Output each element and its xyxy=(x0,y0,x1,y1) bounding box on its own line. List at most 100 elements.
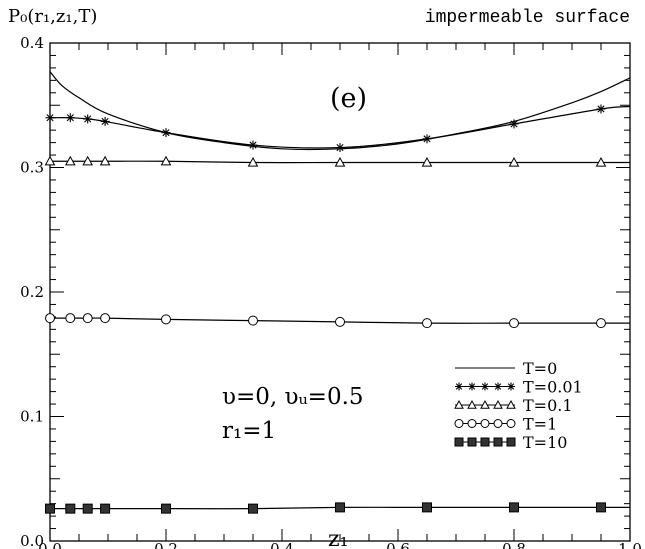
star-marker xyxy=(494,382,502,391)
triangle-marker xyxy=(421,156,433,167)
y-tick-label: 0.4 xyxy=(20,34,44,52)
star-stroke xyxy=(455,383,463,390)
circle-marker xyxy=(100,313,111,324)
y-tick-label: 0.0 xyxy=(20,532,44,549)
star-stroke xyxy=(494,383,502,390)
star-stroke xyxy=(597,105,605,113)
x-tick-label: 0.2 xyxy=(154,540,178,549)
star-marker xyxy=(45,113,55,123)
square-marker xyxy=(480,437,490,447)
triangle-marker xyxy=(44,155,56,166)
star-marker xyxy=(65,113,75,123)
triangle-marker xyxy=(508,156,520,167)
square-marker xyxy=(335,502,345,513)
series-line-t-0 xyxy=(49,71,631,151)
square-marker xyxy=(82,503,93,514)
parameter-annotation-line2: r₁=1 xyxy=(222,418,276,444)
star-stroke xyxy=(507,383,515,390)
legend-label-t-0-1: T=0.1 xyxy=(523,396,573,415)
star-stroke xyxy=(336,144,344,152)
circle-marker xyxy=(248,315,258,326)
parameter-annotation-line1: υ=0, υᵤ=0.5 xyxy=(222,384,364,410)
star-stroke xyxy=(468,383,476,390)
star-stroke xyxy=(510,120,518,128)
square-marker xyxy=(506,437,516,447)
plot-frame xyxy=(49,42,631,542)
square-marker xyxy=(161,503,171,514)
star-marker xyxy=(83,114,93,124)
triangle-marker xyxy=(506,399,516,409)
triangle-marker xyxy=(334,156,346,167)
triangle-marker xyxy=(454,399,464,409)
square-marker xyxy=(45,503,55,514)
legend-label-t-0-01: T=0.01 xyxy=(523,378,583,397)
square-marker xyxy=(100,503,111,514)
circle-marker xyxy=(82,313,93,324)
square-marker xyxy=(509,502,519,513)
y-tick-label: 0.1 xyxy=(20,408,44,426)
x-tick-label: 0.8 xyxy=(502,540,526,549)
star-stroke xyxy=(84,115,92,123)
square-marker xyxy=(248,503,258,514)
star-stroke xyxy=(249,141,257,149)
triangle-marker xyxy=(247,156,259,167)
legend-label-t-1: T=1 xyxy=(523,415,557,434)
circle-marker xyxy=(493,419,503,428)
triangle-marker xyxy=(99,155,111,166)
x-axis-label: z₁ xyxy=(328,527,348,549)
star-marker xyxy=(248,140,258,150)
square-marker xyxy=(596,502,606,513)
star-stroke xyxy=(101,117,109,126)
panel-label: (e) xyxy=(330,83,367,114)
star-stroke xyxy=(66,114,74,122)
circle-marker xyxy=(161,314,171,325)
circle-marker xyxy=(454,419,464,428)
y-tick-label: 0.3 xyxy=(20,159,44,177)
x-tick-label: 0.0 xyxy=(38,540,62,549)
square-marker xyxy=(422,502,432,513)
series-group xyxy=(44,71,631,514)
star-marker xyxy=(468,382,476,391)
star-marker xyxy=(596,104,606,114)
square-marker xyxy=(65,503,76,514)
x-tick-label: 0.6 xyxy=(386,540,410,549)
legend: T=0T=0.01T=0.1T=1T=10 xyxy=(454,359,583,452)
star-stroke xyxy=(481,383,489,390)
tick-labels: 0.0 0.2 0.4 0.6 0.8 1.0 0.0 0.1 0.2 0.3 0.4 xyxy=(20,34,642,549)
triangle-marker xyxy=(160,155,172,166)
legend-label-t-0: T=0 xyxy=(523,359,557,378)
triangle-marker xyxy=(64,155,76,166)
star-marker xyxy=(100,116,110,126)
circle-marker xyxy=(335,316,345,327)
star-marker xyxy=(161,128,171,138)
circle-marker xyxy=(506,419,516,428)
circle-marker xyxy=(596,318,606,329)
circle-marker xyxy=(45,313,55,324)
star-stroke xyxy=(162,129,170,137)
square-marker xyxy=(454,437,464,447)
circle-marker xyxy=(509,318,519,329)
triangle-marker xyxy=(595,156,607,167)
triangle-marker xyxy=(82,155,94,166)
star-marker xyxy=(422,134,432,144)
triangle-marker xyxy=(480,399,490,409)
star-stroke xyxy=(423,135,431,143)
star-stroke xyxy=(46,114,54,122)
triangle-marker xyxy=(467,399,477,409)
chart-title: impermeable surface xyxy=(425,8,630,28)
legend-label-t-10: T=10 xyxy=(523,433,567,452)
circle-marker xyxy=(480,419,490,428)
x-tick-label: 0.4 xyxy=(270,540,294,549)
square-marker xyxy=(493,437,503,447)
star-marker xyxy=(481,382,489,391)
circle-marker xyxy=(65,313,76,324)
axis-ticks xyxy=(49,42,631,542)
circle-marker xyxy=(422,318,432,329)
star-marker xyxy=(455,382,463,391)
square-marker xyxy=(467,437,477,447)
circle-marker xyxy=(467,419,477,428)
y-tick-label: 0.2 xyxy=(20,283,44,301)
triangle-marker xyxy=(493,399,503,409)
star-marker xyxy=(509,119,519,129)
